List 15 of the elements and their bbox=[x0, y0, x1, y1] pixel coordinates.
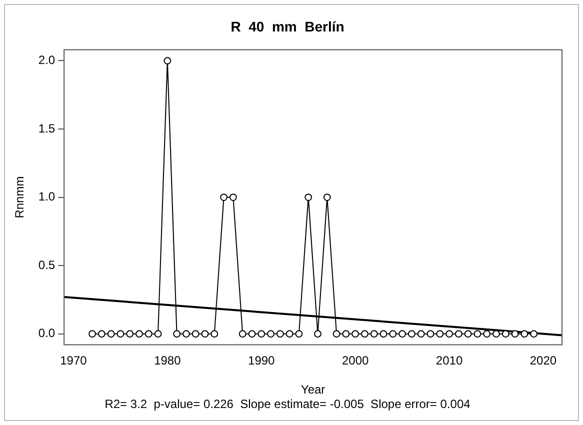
x-axis-title: Year bbox=[300, 382, 326, 397]
y-tick-label: 1.0 bbox=[38, 190, 56, 204]
y-tick-label: 1.5 bbox=[38, 121, 56, 136]
x-tick-label: 2020 bbox=[530, 353, 557, 368]
y-axis-title: Rnnmm bbox=[12, 176, 27, 218]
y-tick-label: 0.0 bbox=[38, 326, 56, 340]
x-tick-label: 2000 bbox=[342, 353, 369, 368]
x-tick-label: 1970 bbox=[60, 353, 88, 368]
x-tick-label: 1990 bbox=[248, 353, 276, 368]
text: R2= 3.2 p-value= 0.226 Slope estimate= -0.005 Slope error= 0.004 bbox=[104, 397, 471, 412]
y-tick-label: 0.5 bbox=[38, 258, 56, 272]
chart-title: R 40 mm Berlín bbox=[230, 18, 344, 34]
x-tick-label: 2010 bbox=[436, 353, 463, 368]
x-tick-label: 1980 bbox=[154, 353, 182, 368]
y-tick-label: 2.0 bbox=[38, 53, 56, 68]
